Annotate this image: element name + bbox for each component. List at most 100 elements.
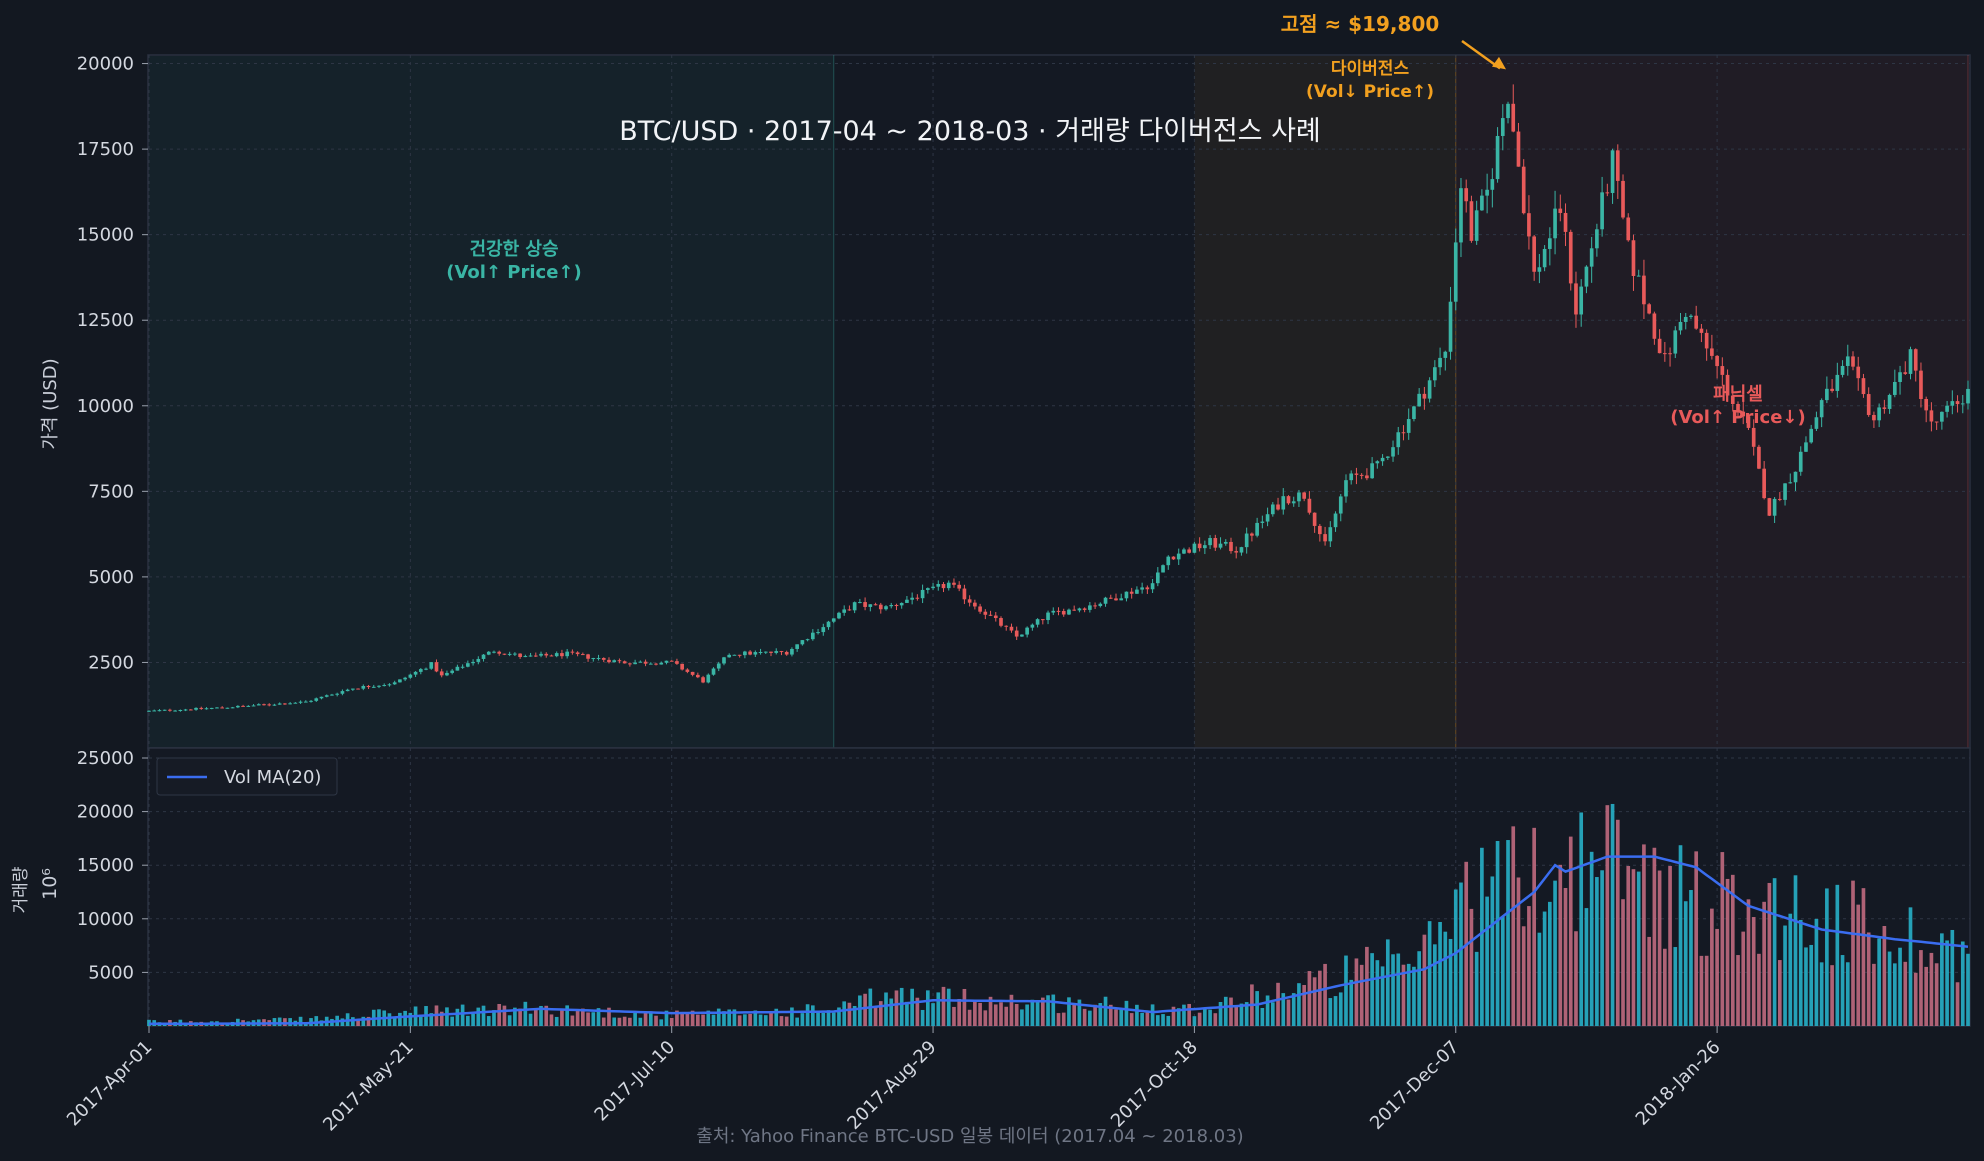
volume-bar bbox=[1171, 1006, 1176, 1026]
candle-body bbox=[1657, 338, 1662, 354]
candle-body bbox=[1804, 442, 1808, 452]
candle-body bbox=[277, 703, 282, 705]
candle-body bbox=[993, 615, 998, 619]
volume-bar bbox=[1108, 1004, 1113, 1026]
volume-bar bbox=[1035, 1002, 1040, 1026]
volume-bar bbox=[502, 1005, 507, 1026]
candle-body bbox=[1516, 131, 1521, 167]
candle-body bbox=[1448, 301, 1453, 352]
volume-bar bbox=[1061, 1012, 1066, 1026]
volume-bars bbox=[147, 803, 1970, 1026]
candle-body bbox=[1699, 328, 1704, 333]
volume-bar bbox=[1124, 1000, 1129, 1026]
volume-bar bbox=[1344, 955, 1348, 1026]
candle-body bbox=[1500, 118, 1505, 136]
candle-body bbox=[424, 668, 428, 670]
volume-bar bbox=[978, 1002, 982, 1026]
candle-body bbox=[1678, 321, 1683, 331]
candle-body bbox=[1861, 378, 1866, 395]
candle-body bbox=[1171, 556, 1176, 560]
candle-body bbox=[1647, 304, 1651, 314]
candle-body bbox=[466, 663, 470, 667]
candle-body bbox=[518, 653, 522, 658]
volume-bar bbox=[1668, 865, 1672, 1026]
volume-bar bbox=[1903, 961, 1908, 1026]
candle-body bbox=[539, 653, 543, 656]
volume-bar bbox=[1354, 958, 1359, 1026]
candle-body bbox=[889, 605, 894, 607]
volume-bar bbox=[1689, 890, 1693, 1026]
volume-bar bbox=[957, 998, 962, 1026]
candle-body bbox=[1898, 372, 1902, 382]
candle-body bbox=[408, 674, 413, 678]
volume-ma20-line bbox=[148, 855, 1969, 1026]
candle-body bbox=[314, 698, 319, 701]
candle-body bbox=[1527, 213, 1531, 237]
candle-body bbox=[1788, 482, 1793, 484]
candle-body bbox=[779, 651, 784, 653]
candle-body bbox=[1077, 608, 1082, 611]
volume-bar bbox=[1934, 963, 1939, 1026]
candle-body bbox=[168, 709, 172, 711]
candle-body bbox=[1108, 597, 1113, 599]
volume-bar bbox=[549, 1014, 554, 1026]
volume-bar bbox=[1919, 950, 1923, 1026]
volume-bar bbox=[1229, 997, 1233, 1026]
candle-body bbox=[1391, 447, 1395, 457]
candle-body bbox=[622, 661, 627, 664]
volume-bar bbox=[486, 1016, 491, 1026]
volume-bar bbox=[1751, 917, 1756, 1026]
candle-body bbox=[1736, 403, 1740, 412]
volume-bar bbox=[800, 1013, 805, 1026]
candle-body bbox=[1610, 150, 1615, 193]
candle-body bbox=[737, 654, 742, 656]
volume-bar bbox=[941, 986, 946, 1026]
candle-body bbox=[685, 669, 690, 672]
candle-body bbox=[701, 677, 705, 683]
candle-body bbox=[617, 660, 622, 662]
candle-body bbox=[502, 653, 507, 655]
volume-bar bbox=[1589, 851, 1594, 1026]
candle-body bbox=[1291, 501, 1296, 504]
candle-body bbox=[1088, 605, 1092, 610]
candle-body bbox=[664, 660, 669, 663]
volume-bar bbox=[1574, 931, 1578, 1026]
candle-body bbox=[471, 661, 475, 664]
volume-bar bbox=[863, 993, 867, 1026]
candle-body bbox=[915, 597, 920, 599]
candle-body bbox=[884, 606, 888, 610]
candle-body bbox=[1537, 267, 1542, 272]
candle-body bbox=[1851, 356, 1855, 367]
candle-body bbox=[899, 602, 904, 606]
volume-bar bbox=[476, 1007, 481, 1026]
candle-body bbox=[1929, 410, 1934, 422]
volume-bar bbox=[1673, 947, 1678, 1026]
volume-bar bbox=[1088, 1010, 1092, 1026]
candle-body bbox=[549, 655, 554, 657]
volume-bar bbox=[706, 1010, 711, 1026]
volume-bar bbox=[1129, 1013, 1134, 1026]
candle-body bbox=[1297, 492, 1301, 502]
candle-body bbox=[392, 682, 397, 685]
candle-body bbox=[1422, 393, 1427, 399]
candle-body bbox=[1908, 349, 1913, 374]
volume-bar bbox=[392, 1017, 397, 1026]
candle-body bbox=[1589, 248, 1594, 267]
candle-body bbox=[1380, 457, 1385, 462]
candle-body bbox=[669, 660, 674, 662]
volume-bar bbox=[1056, 1013, 1061, 1026]
volume-bar bbox=[1532, 827, 1536, 1026]
volume-bar bbox=[952, 1006, 956, 1026]
candle-body bbox=[1203, 545, 1207, 549]
candle-body bbox=[905, 599, 909, 603]
volume-bar bbox=[1595, 877, 1599, 1026]
volume-bar bbox=[1187, 1003, 1192, 1026]
candle-body bbox=[633, 662, 637, 665]
volume-bar bbox=[1892, 963, 1897, 1026]
volume-bar bbox=[298, 1016, 303, 1026]
volume-bar bbox=[962, 988, 967, 1026]
candle-body bbox=[931, 586, 935, 589]
candle-body bbox=[706, 674, 711, 683]
volume-bar bbox=[1333, 996, 1338, 1026]
